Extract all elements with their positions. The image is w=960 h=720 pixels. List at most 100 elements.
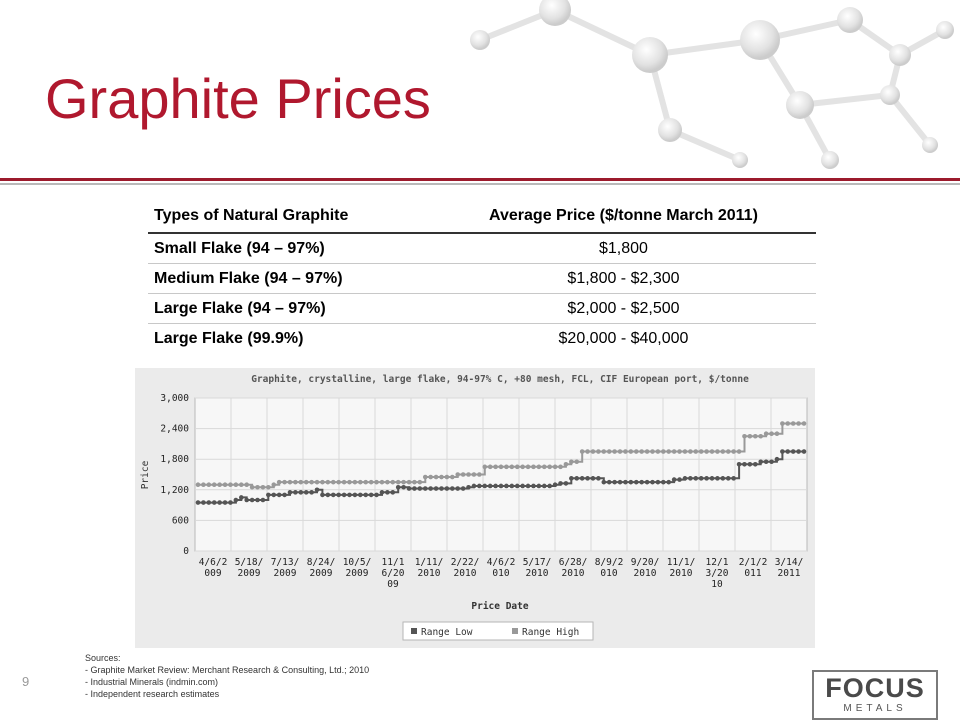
source-item: - Industrial Minerals (indmin.com)	[85, 677, 219, 687]
data-point	[341, 479, 347, 485]
data-point	[395, 479, 401, 485]
data-point	[612, 449, 617, 454]
data-point	[320, 479, 325, 485]
data-point	[422, 474, 428, 480]
data-point	[763, 459, 769, 465]
data-point	[590, 476, 596, 481]
data-point	[450, 474, 455, 480]
plot-background	[194, 397, 808, 552]
title-rule-shadow	[0, 183, 960, 185]
data-point	[769, 459, 774, 465]
price-chart: Graphite, crystalline, large flake, 94-9…	[135, 368, 815, 648]
x-tick-label: 7/13/2009	[271, 557, 300, 579]
data-point	[330, 479, 336, 485]
data-point	[753, 433, 758, 439]
data-point	[347, 492, 352, 498]
data-point	[666, 449, 672, 454]
data-point	[628, 449, 634, 454]
data-point	[368, 479, 374, 485]
data-point	[531, 483, 536, 489]
table-header-row: Types of Natural Graphite Average Price …	[148, 199, 816, 234]
data-point	[352, 492, 358, 498]
x-tick-label: 6/28/2010	[559, 557, 588, 579]
data-point	[780, 449, 785, 454]
x-tick-label: 1/11/2010	[415, 557, 444, 579]
data-point	[758, 433, 764, 439]
x-tick-label: 4/6/2 010	[487, 557, 516, 579]
data-point	[493, 483, 498, 489]
x-tick-label: 11/1/2010	[667, 557, 696, 579]
x-tick-label: 5/17/2010	[523, 557, 552, 579]
table-row: Medium Flake (94 – 97%) $1,800 - $2,300	[148, 263, 816, 294]
graphite-type-cell: Large Flake (99.9%)	[154, 329, 304, 347]
data-point	[466, 484, 471, 490]
data-point	[460, 472, 466, 477]
chart-title: Graphite, crystalline, large flake, 94-9…	[251, 374, 749, 385]
data-point	[422, 486, 428, 491]
data-point	[579, 449, 585, 454]
data-point	[563, 462, 569, 467]
y-tick-label: 1,200	[160, 485, 189, 496]
data-point	[385, 490, 390, 495]
data-point	[731, 449, 736, 454]
data-point	[385, 479, 390, 485]
page-number: 9	[22, 674, 30, 689]
data-point	[255, 484, 260, 490]
data-point	[330, 492, 336, 498]
data-point	[520, 464, 525, 470]
y-axis-label: Price	[140, 460, 151, 489]
data-point	[477, 472, 482, 477]
legend-label-high: Range High	[522, 627, 579, 638]
data-point	[763, 431, 769, 436]
data-point	[401, 484, 406, 490]
table-row: Small Flake (94 – 97%) $1,800	[148, 233, 816, 264]
data-point	[206, 482, 212, 487]
data-point	[558, 464, 563, 470]
data-point	[477, 483, 482, 489]
data-point	[704, 476, 709, 481]
data-point	[260, 484, 266, 490]
x-tick-label: 2/1/2 011	[739, 557, 768, 579]
x-tick-label: 11/1 6/20 09	[382, 557, 405, 590]
data-point	[671, 449, 677, 454]
data-point	[282, 492, 287, 498]
data-point	[731, 476, 736, 481]
data-point	[633, 479, 639, 485]
data-point	[374, 492, 379, 498]
data-point	[520, 483, 525, 489]
data-point	[509, 483, 515, 489]
table-row: Large Flake (99.9%) $20,000 - $40,000	[148, 324, 816, 354]
data-point	[617, 449, 623, 454]
data-point	[720, 449, 726, 454]
data-point	[211, 500, 217, 505]
y-tick-label: 3,000	[160, 393, 189, 404]
data-point	[309, 479, 314, 485]
data-point	[439, 474, 444, 480]
data-point	[801, 449, 807, 454]
data-point	[541, 464, 547, 470]
data-point	[536, 483, 542, 489]
data-point	[271, 492, 277, 498]
data-point	[736, 462, 742, 467]
data-point	[450, 486, 455, 491]
data-point	[320, 492, 325, 498]
data-point	[222, 482, 228, 487]
data-point	[233, 497, 239, 503]
sources-heading: Sources:	[85, 653, 121, 663]
data-point	[661, 479, 666, 485]
data-point	[623, 479, 628, 485]
data-point	[720, 476, 726, 481]
data-point	[206, 500, 212, 505]
data-point	[563, 481, 569, 486]
price-cell: $1,800	[430, 233, 816, 264]
data-point	[514, 464, 520, 470]
data-point	[195, 482, 201, 487]
data-point	[487, 483, 493, 489]
data-point	[363, 492, 369, 498]
data-point	[471, 483, 477, 489]
data-point	[276, 492, 282, 498]
data-point	[688, 449, 693, 454]
data-point	[390, 490, 396, 495]
data-point	[336, 492, 341, 498]
plot-area	[194, 397, 808, 552]
